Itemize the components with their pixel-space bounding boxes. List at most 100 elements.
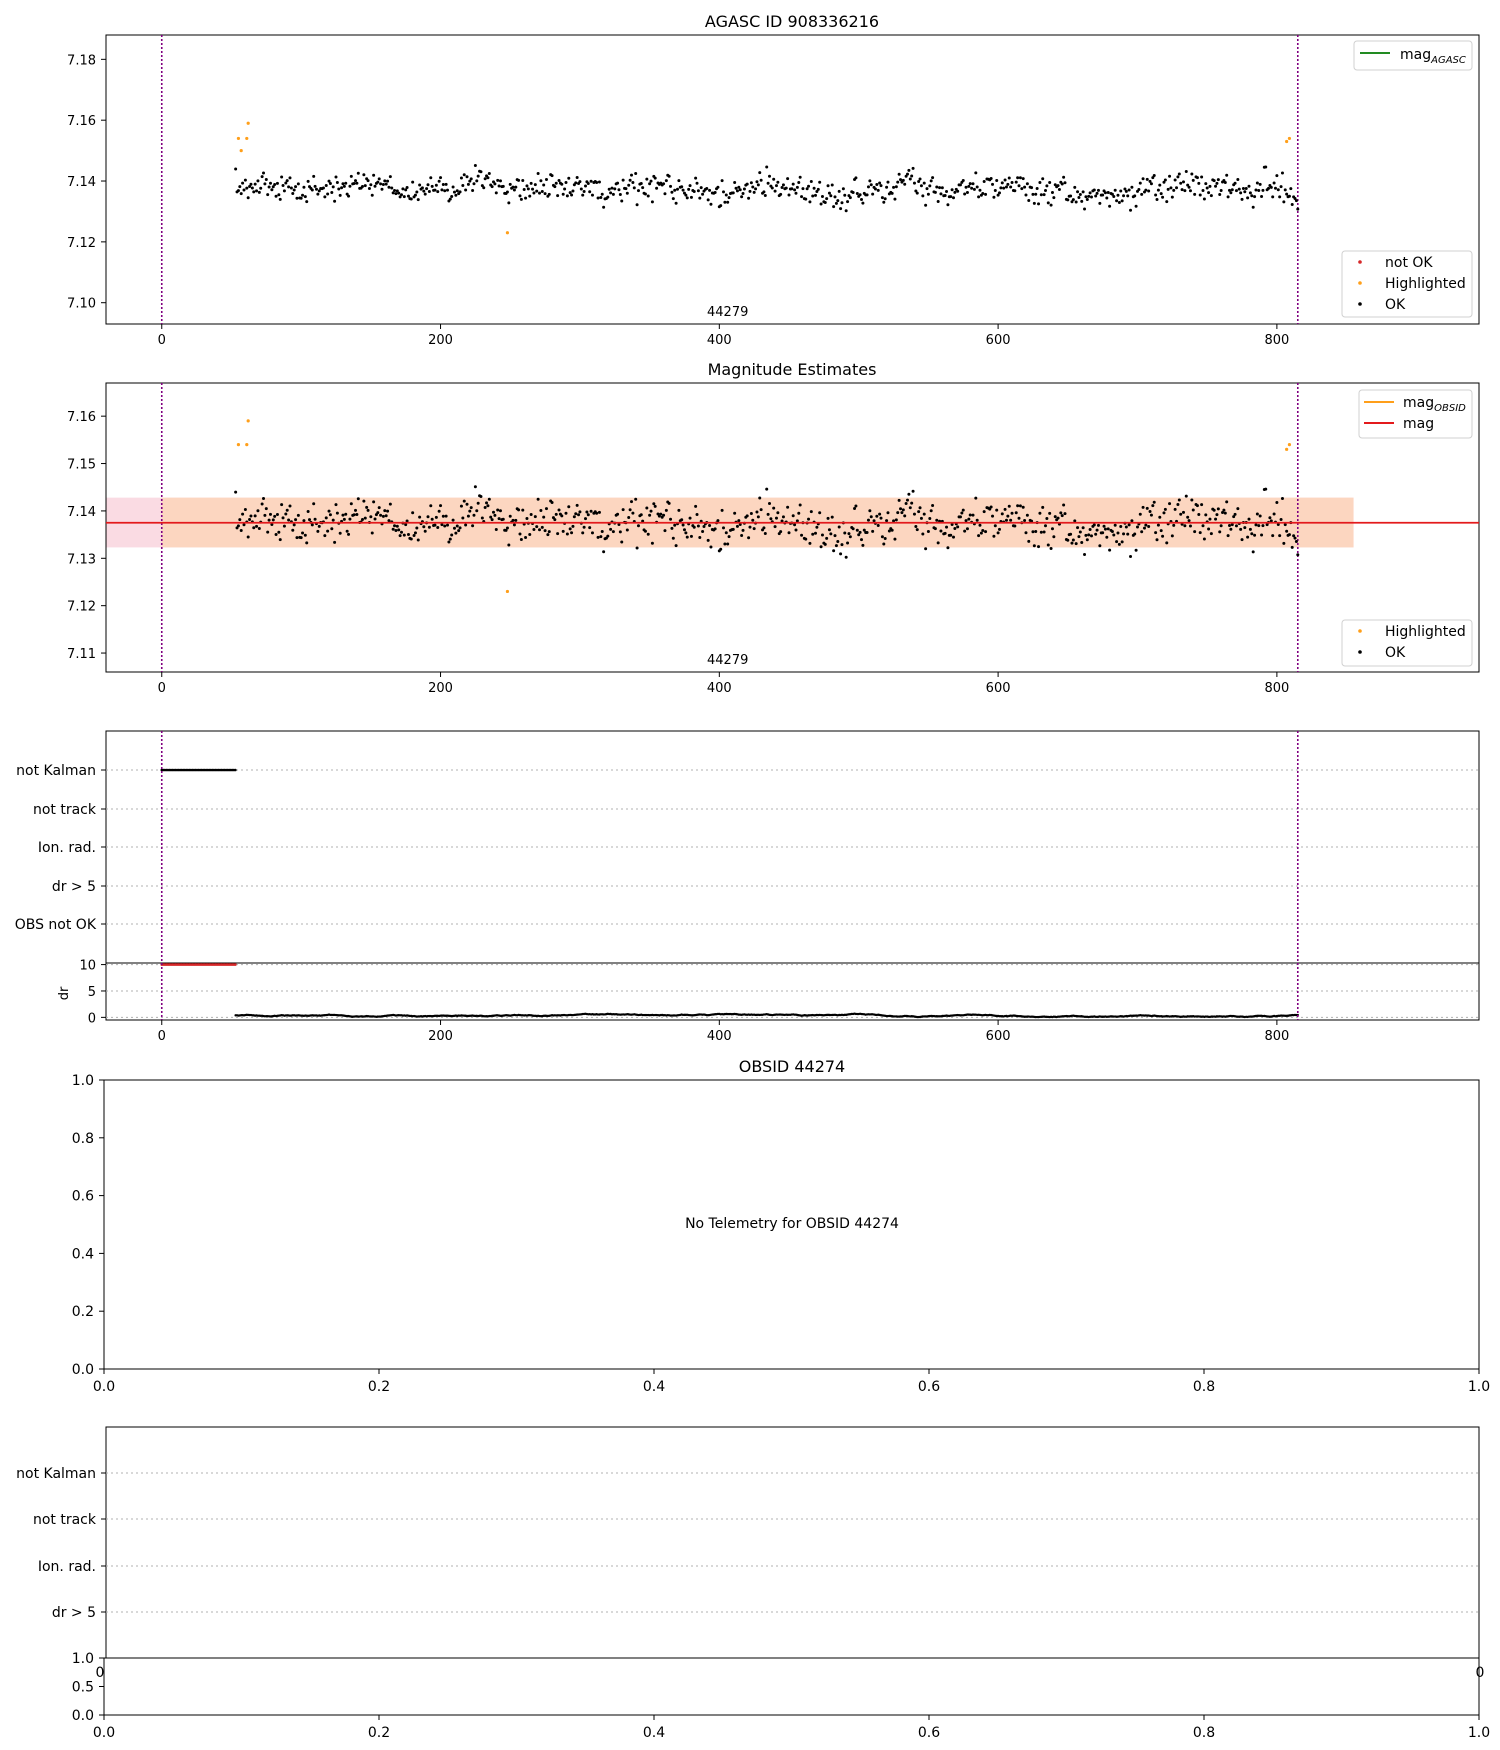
ok-point: [1205, 186, 1209, 190]
ok-point: [1215, 181, 1219, 185]
ok-point: [564, 511, 568, 515]
highlighted-point: [505, 231, 510, 235]
ok-point: [1278, 195, 1282, 199]
ok-point: [625, 528, 629, 532]
ok-point: [907, 168, 911, 172]
ok-point: [1145, 177, 1149, 181]
ok-point: [547, 530, 551, 534]
ok-point: [1013, 524, 1017, 528]
estimates-axes: [105, 382, 1480, 673]
ok-point: [1275, 174, 1279, 178]
ok-point: [597, 180, 601, 184]
ok-point: [848, 196, 852, 200]
ok-point: [572, 515, 576, 519]
ok-point: [1048, 511, 1052, 515]
ok-point: [395, 524, 399, 528]
ok-point: [989, 505, 993, 509]
ok-point: [518, 532, 522, 536]
ok-point: [1043, 524, 1047, 528]
ok-point: [292, 188, 296, 192]
ok-point: [574, 181, 578, 185]
ok-point: [1181, 180, 1185, 184]
ok-point: [918, 506, 922, 510]
sub-x-tick-label: 1.0: [1468, 1725, 1490, 1741]
ok-point: [809, 179, 813, 183]
ok-point: [1003, 178, 1007, 182]
ok-point: [398, 195, 402, 199]
ok-point: [636, 524, 640, 528]
ok-point: [949, 195, 953, 199]
ok-point: [905, 498, 909, 502]
ok-point: [1045, 516, 1049, 520]
ok-point: [1236, 507, 1240, 511]
ok-point: [1241, 186, 1245, 190]
ok-point: [584, 184, 588, 188]
ok-point: [1260, 533, 1264, 537]
ok-point: [476, 174, 480, 178]
ok-point: [1096, 188, 1100, 192]
ok-point: [1103, 191, 1107, 195]
legend-text: mag: [1400, 47, 1431, 63]
ok-point: [611, 530, 615, 534]
ok-point: [393, 189, 397, 193]
ok-point: [434, 183, 438, 187]
ok-point: [267, 518, 271, 522]
ok-point: [868, 509, 872, 513]
ok-point: [807, 517, 811, 521]
ok-point: [532, 528, 536, 532]
flag-label: not track: [33, 802, 97, 818]
ok-point: [1172, 188, 1176, 192]
ok-point: [550, 500, 554, 504]
ok-point: [995, 179, 999, 183]
sub-x-tick-label: 0.0: [93, 1725, 115, 1741]
ok-point: [1191, 508, 1195, 512]
ok-point: [809, 510, 813, 514]
ok-point: [266, 193, 270, 197]
ok-point: [466, 182, 470, 186]
ok-point: [234, 490, 238, 494]
ok-point: [1179, 181, 1183, 185]
ok-point: [1073, 185, 1077, 189]
ok-point: [653, 176, 657, 180]
ok-point: [526, 187, 530, 191]
ok-point: [974, 171, 978, 175]
ok-point: [1176, 175, 1180, 179]
ok-point: [1078, 530, 1082, 534]
ok-point: [875, 514, 879, 518]
ok-point: [795, 519, 799, 523]
highlighted-point: [1285, 447, 1289, 451]
ok-point: [1098, 544, 1102, 548]
legend-text: mag: [1403, 395, 1434, 411]
ok-point: [960, 511, 964, 515]
ok-point: [310, 523, 314, 527]
ok-point: [639, 513, 643, 517]
ok-point: [284, 512, 288, 516]
ok-point: [939, 529, 943, 533]
ok-point: [940, 186, 944, 190]
ok-point: [982, 510, 986, 514]
ok-point: [1130, 519, 1134, 523]
ok-point: [890, 528, 894, 532]
ok-point: [386, 179, 390, 183]
ok-point: [553, 185, 557, 189]
ok-point: [836, 539, 840, 543]
ok-point: [709, 202, 713, 206]
ok-point: [372, 173, 376, 177]
ok-point: [865, 531, 869, 535]
ok-point: [841, 187, 845, 191]
obsid-panel: OBSID 44274 No Telemetry for OBSID 44274…: [72, 1057, 1490, 1395]
ok-point: [641, 519, 645, 523]
ok-point: [876, 524, 880, 528]
ok-point: [1042, 530, 1046, 534]
ok-point: [1041, 505, 1045, 509]
ok-point: [1165, 200, 1169, 204]
ok-point: [1283, 188, 1287, 192]
ok-point: [648, 182, 652, 186]
ok-point: [387, 185, 391, 189]
ok-point: [452, 526, 456, 530]
ok-point: [1169, 186, 1173, 190]
ok-point: [406, 194, 410, 198]
ok-point: [1092, 523, 1096, 527]
ok-point: [246, 535, 250, 539]
ok-point: [834, 201, 838, 205]
